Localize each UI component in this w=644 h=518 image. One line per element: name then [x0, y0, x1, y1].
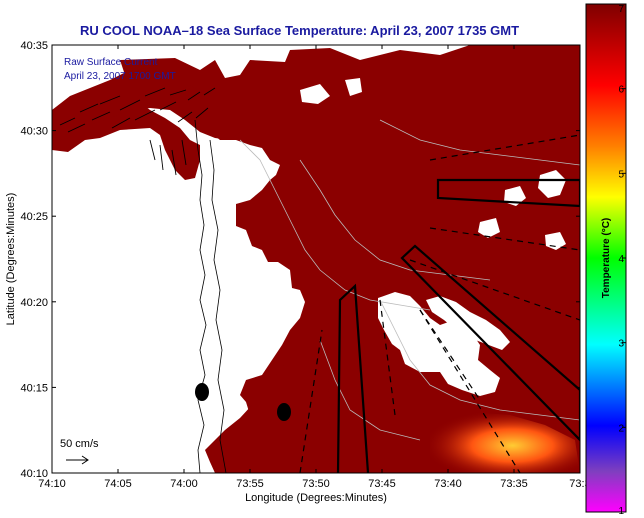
survey-box-outlines	[336, 178, 580, 473]
scale-label: 50 cm/s	[60, 438, 99, 450]
map-plot-area: 50 cm/s Raw Surface Current April 23, 20…	[52, 45, 580, 473]
x-tick-label: 73:3	[569, 478, 590, 490]
y-tick-label: 40:30	[20, 126, 48, 138]
cloud-gap-2	[426, 296, 510, 350]
colorbar-tick-label: 5	[618, 169, 624, 180]
x-tick-label: 73:50	[302, 478, 330, 490]
colorbar-tick-label: 7	[618, 4, 624, 15]
bathymetry-contour	[299, 159, 491, 281]
x-tick-label: 74:00	[170, 478, 198, 490]
y-tick-label: 40:15	[20, 382, 48, 394]
x-axis-label: Longitude (Degrees:Minutes)	[245, 492, 387, 504]
dashed-track-lines	[299, 134, 580, 473]
x-tick-label: 73:40	[434, 478, 462, 490]
colorbar-tick-label: 1	[618, 506, 624, 517]
x-tick-label: 74:05	[104, 478, 132, 490]
colorbar-tick-label: 2	[618, 423, 624, 434]
colorbar	[585, 3, 627, 513]
cloud-gap-5	[478, 218, 500, 238]
y-axis: 40:35 40:30 40:25 40:20 40:15 40:10	[20, 40, 580, 480]
x-axis: 74:10 74:05 74:00 73:55 73:50 73:45 73:40 73:35…	[38, 45, 591, 490]
sst-north-strip	[52, 68, 240, 145]
mooring-marker	[195, 383, 209, 401]
chart-title: RU COOL NOAA–18 Sea Surface Temperature:…	[80, 23, 519, 38]
bathymetry-contour	[239, 139, 431, 311]
legend-line-2: April 23, 2007 1700 GMT	[64, 71, 176, 82]
colorbar-tick-label: 6	[618, 85, 624, 96]
sst-southwest-patch	[205, 320, 330, 473]
cloud-gap-1	[378, 292, 500, 396]
colorbar-label: Temperature (°C)	[601, 218, 612, 299]
x-tick-label: 73:35	[500, 478, 528, 490]
colorbar-ticks: 7 6 5 4 3 2 1	[618, 3, 626, 517]
cloud-gap-3	[538, 170, 566, 198]
coastline-2	[209, 139, 227, 473]
cloud-gap-7	[300, 84, 330, 104]
colorbar-tick-label: 3	[618, 339, 624, 350]
x-tick-label: 73:45	[368, 478, 396, 490]
y-tick-label: 40:35	[20, 40, 48, 52]
x-tick-label: 74:10	[38, 478, 66, 490]
cloud-gap-8	[345, 78, 362, 96]
scale-arrow	[66, 455, 89, 465]
y-tick-label: 40:25	[20, 211, 48, 223]
surface-current-vectors	[59, 87, 216, 176]
colorbar-tick-label: 4	[618, 254, 624, 265]
sst-hot-patch	[430, 412, 580, 473]
bathymetry-contour	[379, 119, 580, 166]
y-tick-label: 40:10	[20, 468, 48, 480]
y-axis-label: Latitude (Degrees:Minutes)	[5, 193, 17, 326]
legend-line-1: Raw Surface Current	[64, 57, 158, 68]
coastline	[194, 119, 207, 473]
bathymetry-contour	[379, 299, 580, 421]
y-tick-label: 40:20	[20, 297, 48, 309]
bathymetry-contour	[319, 339, 421, 441]
x-tick-label: 73:55	[236, 478, 264, 490]
mooring-marker	[277, 403, 291, 421]
